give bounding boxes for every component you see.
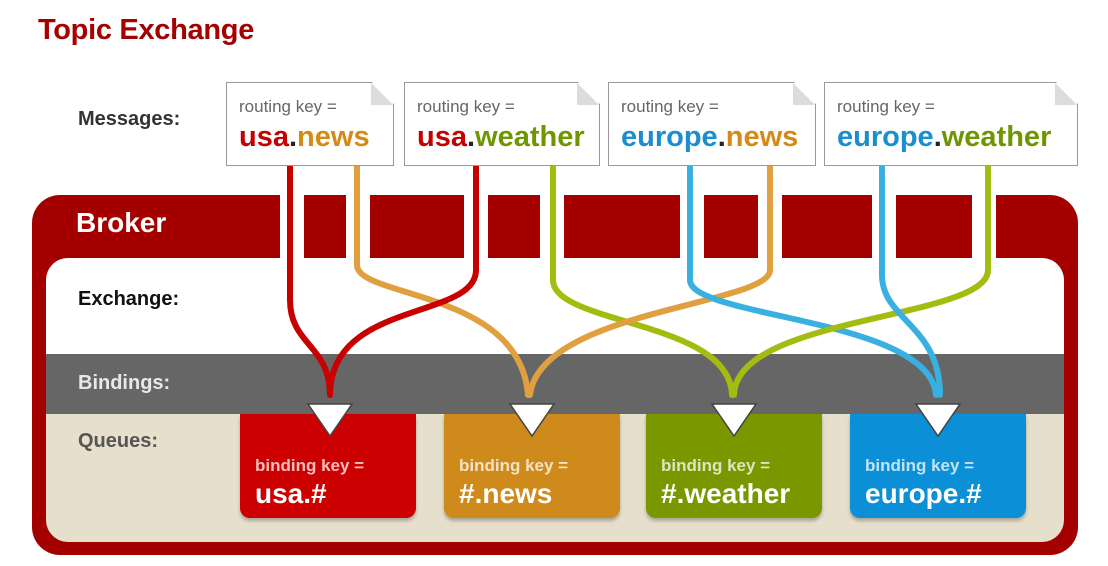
key-part-news: news [725,121,799,153]
message-prefix: routing key = [837,97,935,116]
message-routing-key: europe.weather [837,121,1051,154]
key-dot: . [288,121,298,153]
queue-binding-key: #.news [459,478,553,509]
key-part-europe: europe [837,121,934,153]
queue-binding-key: usa.# [255,478,327,509]
queue-binding-prefix: binding key = [865,456,975,475]
queue-binding-key: #.weather [661,478,791,509]
key-part-usa: usa [239,121,289,153]
bindings-label: Bindings: [78,372,171,394]
key-part-weather: weather [475,121,585,153]
queue-binding-prefix: binding key = [661,456,771,475]
message-prefix: routing key = [621,97,719,116]
key-dot: . [466,121,476,153]
key-part-news: news [297,121,370,153]
queue-binding-key: europe.# [865,478,982,509]
message-prefix: routing key = [417,97,515,116]
exchange-label: Exchange: [78,288,180,310]
message-europe-news: routing key = europe.news [608,82,816,166]
diagram-title: Topic Exchange [38,14,255,46]
broker-gap [972,195,996,258]
wire-europe-weather-blue [879,161,943,398]
message-prefix: routing key = [239,97,337,116]
arrow-europe-queue [914,403,962,438]
message-routing-key: usa.news [239,121,370,154]
messages-label: Messages: [78,108,181,130]
key-part-usa: usa [417,121,467,153]
key-part-weather: weather [941,121,1052,153]
queue-binding-prefix: binding key = [255,456,365,475]
message-routing-key: usa.weather [417,121,585,154]
bindings-panel [46,354,1064,414]
message-usa-news: routing key = usa.news [226,82,394,166]
arrow-news-queue [508,403,556,438]
wire-usa-news-red [287,161,333,398]
message-usa-weather: routing key = usa.weather [404,82,600,166]
message-routing-key: europe.news [621,121,798,154]
message-europe-weather: routing key = europe.weather [824,82,1078,166]
key-dot: . [933,121,942,153]
wire-europe-news-orange [527,161,773,398]
wire-europe-news-blue [687,161,939,398]
wire-usa-weather-green [550,161,735,398]
arrow-usa-queue [306,403,354,438]
queues-label: Queues: [78,430,159,452]
wire-usa-news-orange [354,161,531,398]
arrow-weather-queue [710,403,758,438]
wire-europe-weather-green [731,161,991,398]
broker-label: Broker [76,207,167,238]
key-part-europe: europe [621,121,718,153]
key-dot: . [717,121,726,153]
wire-usa-weather-red [327,161,479,398]
queue-binding-prefix: binding key = [459,456,569,475]
